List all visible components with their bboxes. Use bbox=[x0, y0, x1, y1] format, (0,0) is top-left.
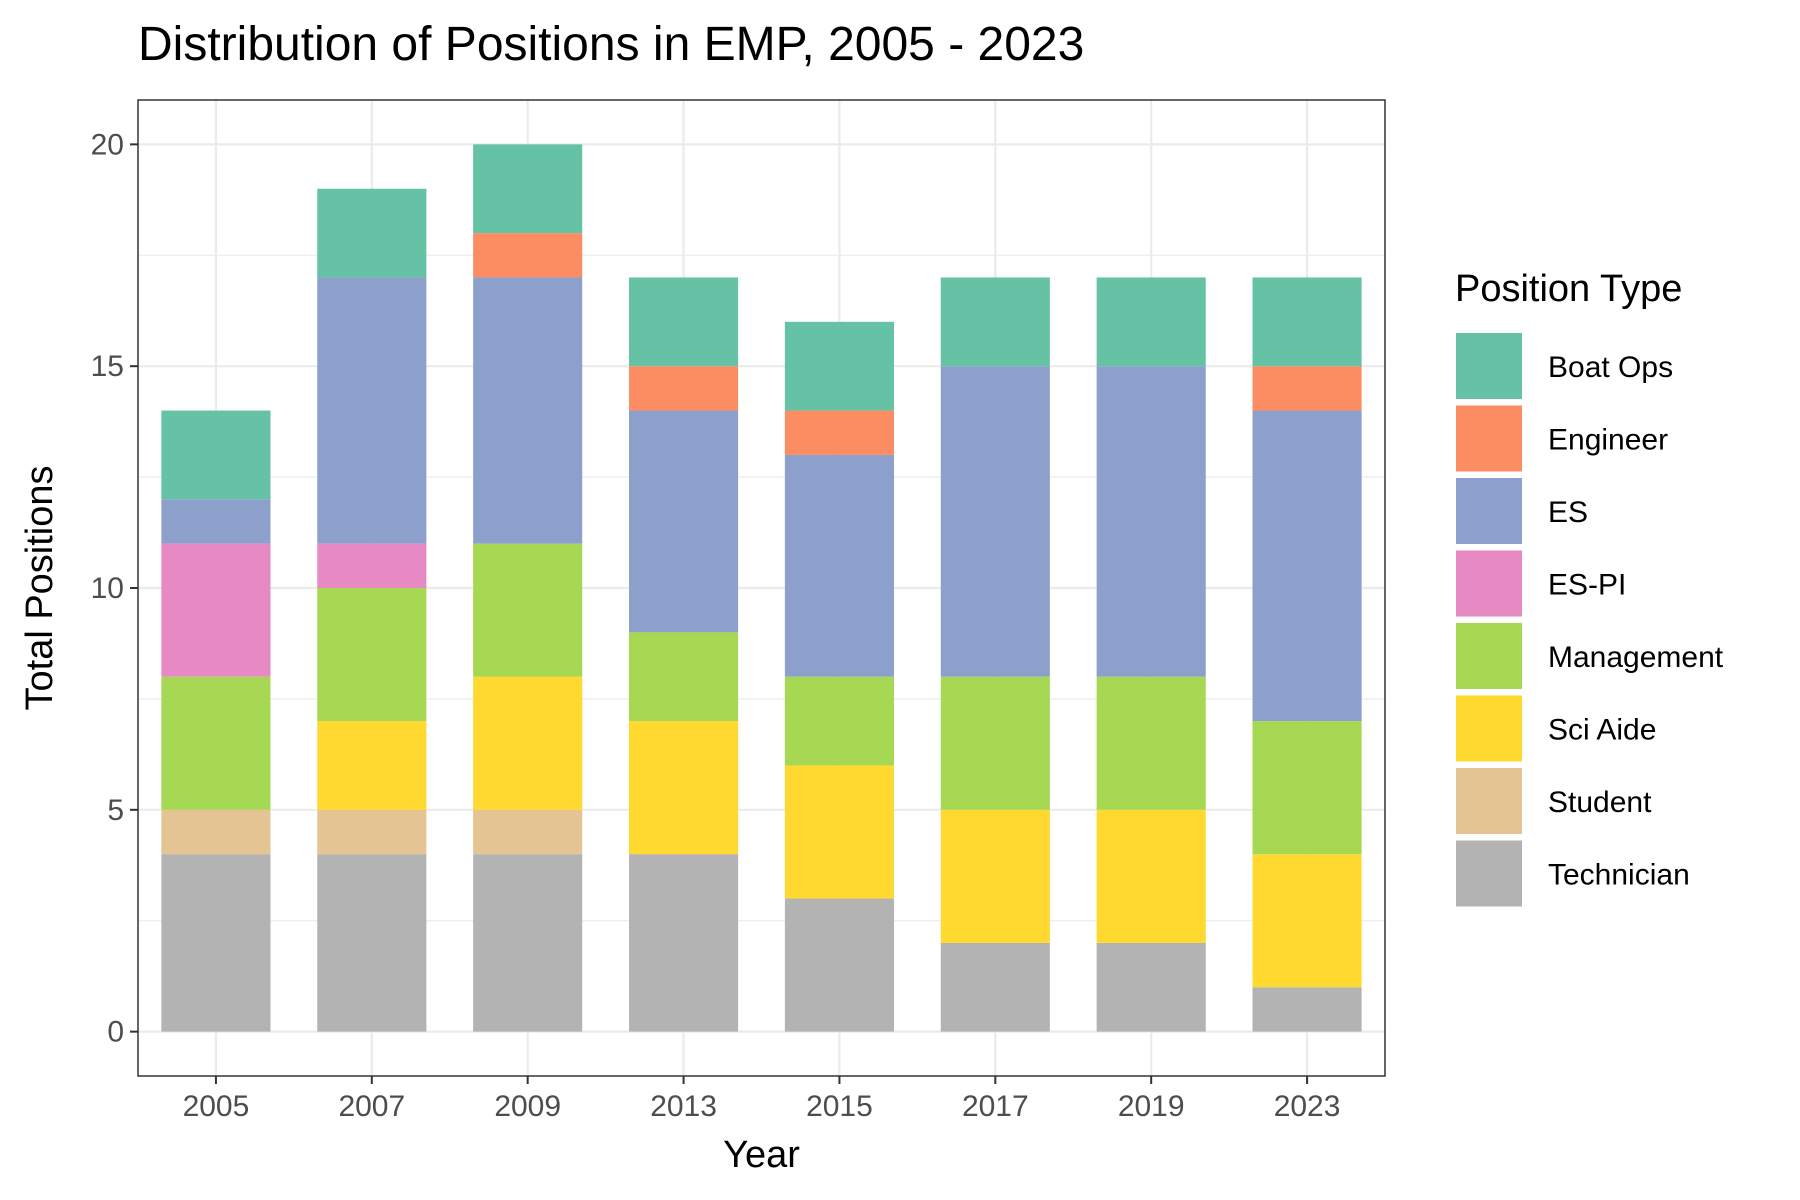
y-tick-label: 15 bbox=[91, 350, 124, 383]
legend-label: Student bbox=[1548, 786, 1652, 819]
legend-label: Technician bbox=[1548, 859, 1690, 892]
bar-segment-sci-aide bbox=[473, 676, 583, 810]
bar-segment-sci-aide bbox=[940, 809, 1050, 943]
bar-segment-student bbox=[473, 809, 583, 855]
bar-segment-boat-ops bbox=[1096, 277, 1206, 367]
bar-segment-technician bbox=[1252, 987, 1362, 1032]
x-tick-label: 2015 bbox=[806, 1090, 873, 1123]
bar-segment-boat-ops bbox=[1252, 277, 1362, 367]
bar-segment-engineer bbox=[473, 233, 583, 278]
legend-label: ES bbox=[1548, 496, 1588, 529]
bar-segment-engineer bbox=[1252, 366, 1362, 411]
bar-segment-technician bbox=[629, 854, 739, 1032]
bars bbox=[161, 144, 1362, 1032]
x-tick-label: 2007 bbox=[338, 1090, 405, 1123]
y-tick-label: 0 bbox=[107, 1016, 124, 1049]
legend-label: Sci Aide bbox=[1548, 714, 1656, 747]
x-tick-label: 2019 bbox=[1118, 1090, 1185, 1123]
legend-label: ES-PI bbox=[1548, 569, 1626, 602]
bar-segment-management bbox=[784, 676, 894, 766]
bar-segment-technician bbox=[784, 898, 894, 1032]
bar-segment-technician bbox=[940, 942, 1050, 1032]
bar-segment-technician bbox=[473, 854, 583, 1032]
bar-segment-es bbox=[940, 366, 1050, 677]
bar-segment-engineer bbox=[784, 410, 894, 455]
bar-segment-sci-aide bbox=[784, 765, 894, 899]
legend-swatch bbox=[1456, 695, 1522, 762]
bar-segment-es bbox=[1252, 410, 1362, 722]
legend: Position Type Boat Ops Engineer ES ES-PI Man… bbox=[1455, 268, 1724, 907]
y-axis: 0 5 10 15 20 bbox=[91, 128, 138, 1049]
y-axis-title: Total Positions bbox=[19, 465, 61, 710]
x-axis-title: Year bbox=[723, 1134, 800, 1176]
x-tick-label: 2023 bbox=[1274, 1090, 1341, 1123]
bar-segment-student bbox=[161, 809, 271, 855]
bar-segment-management bbox=[1252, 721, 1362, 855]
bar-segment-sci-aide bbox=[317, 721, 427, 810]
bar-segment-boat-ops bbox=[784, 321, 894, 411]
bar-segment-boat-ops bbox=[161, 410, 271, 500]
bar-segment-management bbox=[940, 676, 1050, 810]
y-tick-label: 10 bbox=[91, 572, 124, 605]
x-axis: 2005 2007 2009 2013 2015 2017 2019 2023 bbox=[183, 1076, 1341, 1123]
legend-swatch bbox=[1456, 478, 1522, 544]
x-tick-label: 2009 bbox=[494, 1090, 561, 1123]
bar-segment-technician bbox=[161, 854, 271, 1032]
bar-segment-boat-ops bbox=[940, 277, 1050, 367]
bar-segment-management bbox=[473, 543, 583, 677]
bar-segment-technician bbox=[1096, 942, 1206, 1032]
legend-label: Management bbox=[1548, 641, 1724, 674]
y-tick-label: 20 bbox=[91, 128, 124, 161]
bar-segment-sci-aide bbox=[629, 721, 739, 855]
legend-swatch bbox=[1456, 333, 1522, 399]
bar-segment-boat-ops bbox=[317, 188, 427, 278]
legend-label: Engineer bbox=[1548, 424, 1668, 457]
bar-segment-sci-aide bbox=[1096, 809, 1206, 943]
bar-segment-student bbox=[317, 809, 427, 855]
bar-segment-management bbox=[1096, 676, 1206, 810]
bar-segment-es bbox=[161, 499, 271, 544]
x-tick-label: 2005 bbox=[183, 1090, 250, 1123]
legend-swatch bbox=[1456, 768, 1522, 834]
bar-segment-es bbox=[629, 410, 739, 633]
bar-segment-es-pi bbox=[317, 543, 427, 588]
legend-swatch bbox=[1456, 840, 1522, 907]
legend-swatch bbox=[1456, 550, 1522, 617]
y-tick-label: 5 bbox=[107, 794, 124, 827]
x-tick-label: 2017 bbox=[962, 1090, 1029, 1123]
legend-swatch bbox=[1456, 405, 1522, 472]
bar-segment-management bbox=[317, 588, 427, 722]
bar-segment-sci-aide bbox=[1252, 854, 1362, 988]
bar-segment-es-pi bbox=[161, 543, 271, 677]
legend-swatch bbox=[1456, 623, 1522, 689]
bar-segment-boat-ops bbox=[629, 277, 739, 367]
bar-segment-management bbox=[629, 632, 739, 722]
chart-title: Distribution of Positions in EMP, 2005 -… bbox=[138, 18, 1084, 71]
bar-segment-technician bbox=[317, 854, 427, 1032]
bar-segment-boat-ops bbox=[473, 144, 583, 234]
bar-segment-es bbox=[473, 277, 583, 544]
bar-segment-management bbox=[161, 676, 271, 810]
bar-segment-es bbox=[317, 277, 427, 544]
legend-label: Boat Ops bbox=[1548, 351, 1673, 384]
x-tick-label: 2013 bbox=[650, 1090, 717, 1123]
bar-segment-engineer bbox=[629, 366, 739, 411]
legend-title: Position Type bbox=[1455, 268, 1682, 310]
bar-segment-es bbox=[1096, 366, 1206, 677]
bar-segment-es bbox=[784, 454, 894, 677]
